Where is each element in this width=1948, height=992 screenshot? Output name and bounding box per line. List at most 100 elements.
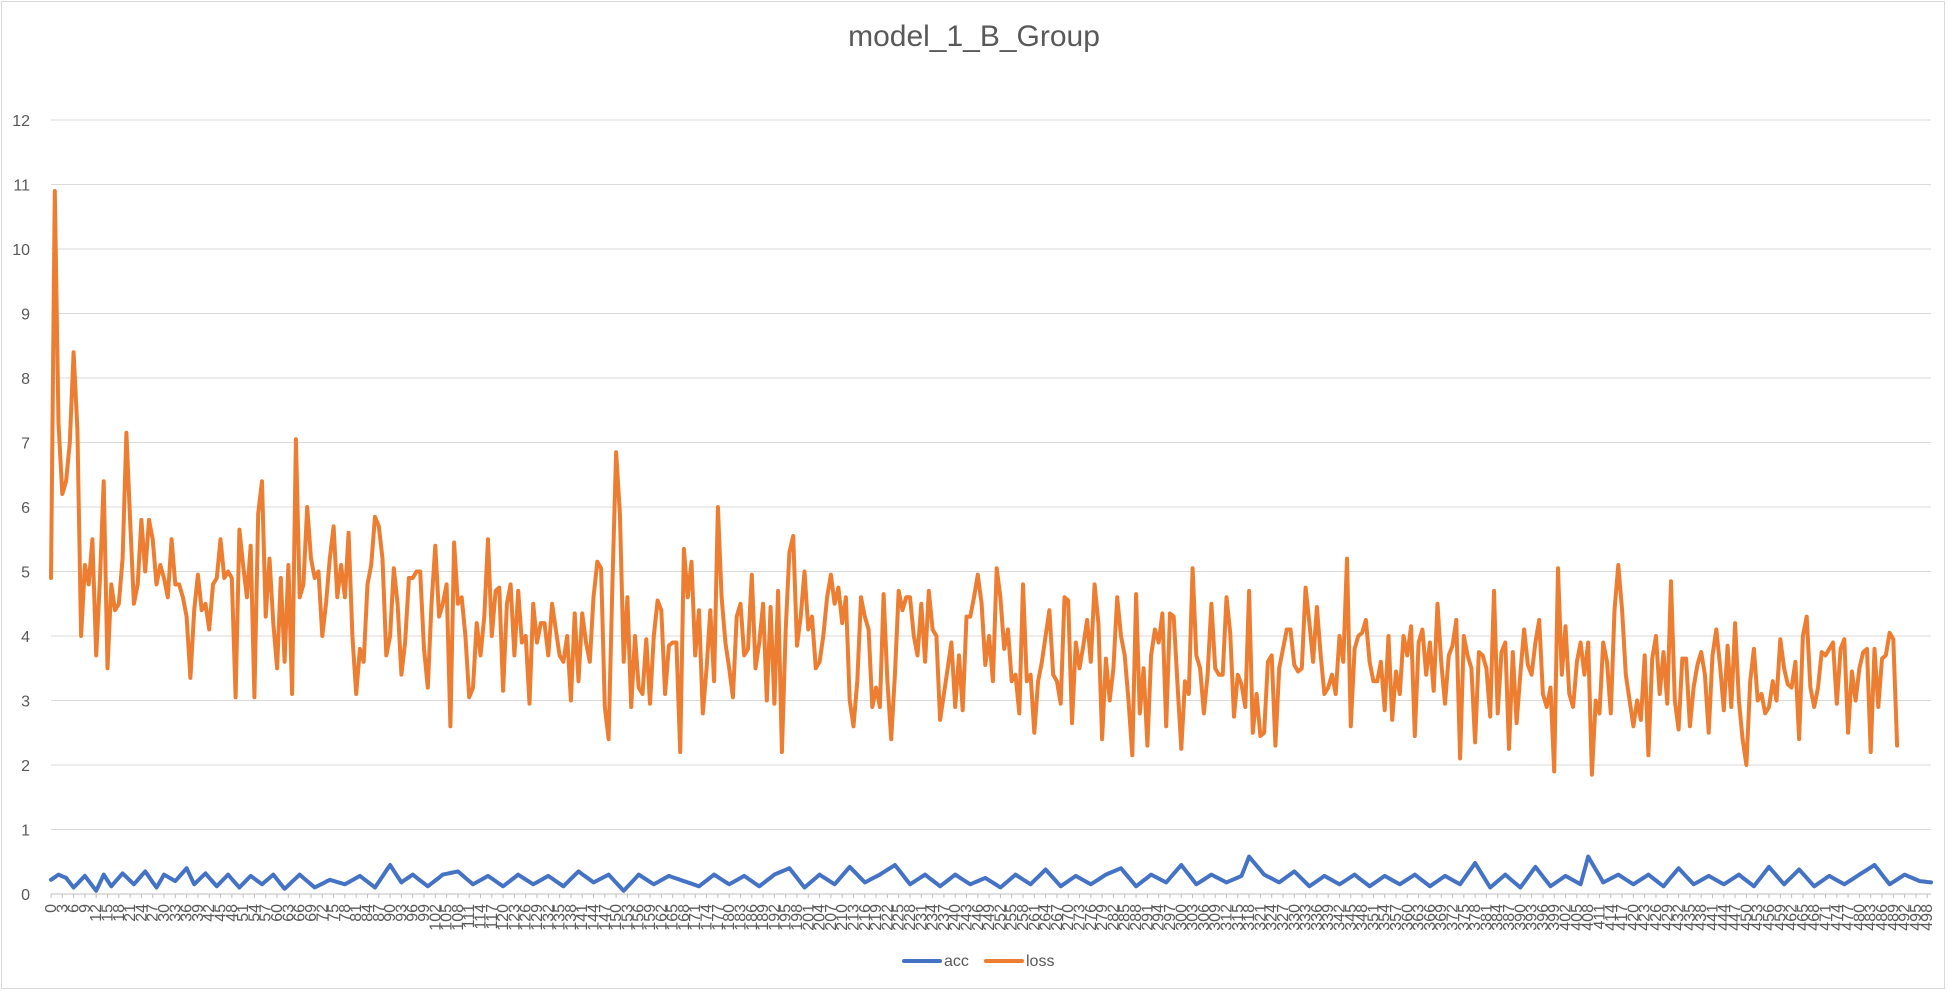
x-tick-label: 144	[586, 904, 603, 931]
x-tick-label: 90	[382, 904, 399, 922]
x-tick-label: 351	[1365, 904, 1382, 931]
x-tick-label: 294	[1151, 904, 1168, 931]
x-tick-label: 429	[1659, 904, 1676, 931]
x-tick-label: 489	[1885, 904, 1902, 931]
y-tick-label: 2	[21, 758, 30, 775]
x-tick-label: 315	[1230, 904, 1247, 931]
x-tick-label: 234	[925, 904, 942, 931]
x-tick-label: 102	[427, 904, 444, 931]
x-tick-label: 393	[1524, 904, 1541, 931]
x-tick-label: 66	[292, 904, 309, 922]
x-tick-label: 456	[1761, 904, 1778, 931]
x-tick-label: 96	[405, 904, 422, 922]
x-tick-label: 48	[224, 904, 241, 922]
x-tick-label: 192	[766, 904, 783, 931]
x-tick-label: 207	[823, 904, 840, 931]
x-tick-label: 111	[461, 904, 478, 928]
x-tick-label: 333	[1298, 904, 1315, 931]
x-tick-label: 147	[597, 904, 614, 931]
x-tick-label: 174	[699, 904, 716, 931]
y-tick-label: 5	[21, 565, 30, 582]
x-tick-label: 108	[450, 904, 467, 931]
x-tick-label: 324	[1264, 904, 1281, 931]
x-tick-label: 414	[1603, 904, 1620, 931]
x-tick-label: 168	[676, 904, 693, 931]
x-tick-label: 255	[1004, 904, 1021, 931]
x-tick-label: 387	[1501, 904, 1518, 931]
x-tick-label: 240	[947, 904, 964, 931]
x-tick-label: 99	[416, 904, 433, 922]
x-tick-label: 342	[1331, 904, 1348, 931]
x-tick-label: 465	[1795, 904, 1812, 931]
x-tick-label: 297	[1162, 904, 1179, 931]
x-tick-label: 18	[111, 904, 128, 922]
y-tick-label: 4	[21, 629, 30, 646]
x-tick-label: 153	[619, 904, 636, 931]
x-tick-label: 411	[1591, 904, 1608, 930]
x-tick-label: 459	[1772, 904, 1789, 931]
x-tick-label: 282	[1105, 904, 1122, 931]
x-tick-label: 381	[1478, 904, 1495, 931]
x-tick-label: 45	[213, 904, 230, 922]
x-tick-label: 183	[732, 904, 749, 931]
x-tick-label: 423	[1637, 904, 1654, 931]
chart-title: model_1_B_Group	[848, 20, 1100, 53]
x-tick-label: 396	[1535, 904, 1552, 931]
legend-label-loss: loss	[1026, 953, 1054, 970]
x-tick-label: 486	[1874, 904, 1891, 931]
x-tick-label: 198	[789, 904, 806, 931]
x-tick-label: 279	[1094, 904, 1111, 931]
x-tick-label: 402	[1558, 904, 1575, 931]
x-tick-label: 273	[1072, 904, 1089, 931]
x-tick-label: 264	[1038, 904, 1055, 931]
x-tick-label: 249	[981, 904, 998, 931]
x-tick-label: 117	[484, 904, 501, 930]
x-tick-label: 21	[122, 904, 139, 922]
x-tick-label: 78	[337, 904, 354, 922]
x-tick-label: 363	[1411, 904, 1428, 931]
x-tick-label: 378	[1467, 904, 1484, 931]
x-tick-label: 300	[1173, 904, 1190, 931]
x-tick-label: 405	[1569, 904, 1586, 931]
x-tick-label: 150	[608, 904, 625, 931]
y-tick-label: 11	[13, 178, 30, 195]
x-tick-label: 15	[100, 904, 117, 922]
x-tick-label: 135	[552, 904, 569, 931]
series-line-loss	[49, 189, 1900, 777]
x-tick-label: 246	[970, 904, 987, 931]
x-tick-label: 231	[913, 904, 930, 931]
x-tick-label: 345	[1343, 904, 1360, 931]
x-tick-label: 228	[902, 904, 919, 931]
x-tick-label: 366	[1422, 904, 1439, 931]
x-tick-label: 216	[857, 904, 874, 931]
x-tick-label: 498	[1919, 904, 1936, 931]
x-tick-label: 210	[834, 904, 851, 931]
x-tick-label: 354	[1377, 904, 1394, 931]
x-tick-label: 438	[1693, 904, 1710, 931]
x-tick-label: 60	[269, 904, 286, 922]
x-tick-label: 474	[1829, 904, 1846, 931]
x-tick-label: 42	[201, 904, 218, 922]
x-tick-label: 312	[1218, 904, 1235, 931]
x-tick-label: 105	[439, 904, 456, 931]
x-tick-label: 6	[66, 904, 83, 913]
x-tick-label: 156	[631, 904, 648, 931]
x-tick-label: 435	[1682, 904, 1699, 931]
x-tick-label: 30	[156, 904, 173, 922]
x-tick-label: 348	[1354, 904, 1371, 931]
x-tick-label: 132	[540, 904, 557, 931]
x-tick-label: 417	[1614, 904, 1631, 931]
x-tick-label: 195	[778, 904, 795, 931]
x-tick-label: 468	[1806, 904, 1823, 931]
x-tick-label: 24	[133, 904, 150, 922]
x-tick-label: 309	[1207, 904, 1224, 931]
x-tick-label: 123	[506, 904, 523, 931]
x-tick-label: 390	[1512, 904, 1529, 931]
x-tick-label: 69	[303, 904, 320, 922]
x-tick-label: 321	[1252, 904, 1269, 931]
x-tick-label: 261	[1026, 904, 1043, 931]
x-tick-label: 204	[812, 904, 829, 931]
x-tick-label: 285	[1117, 904, 1134, 931]
